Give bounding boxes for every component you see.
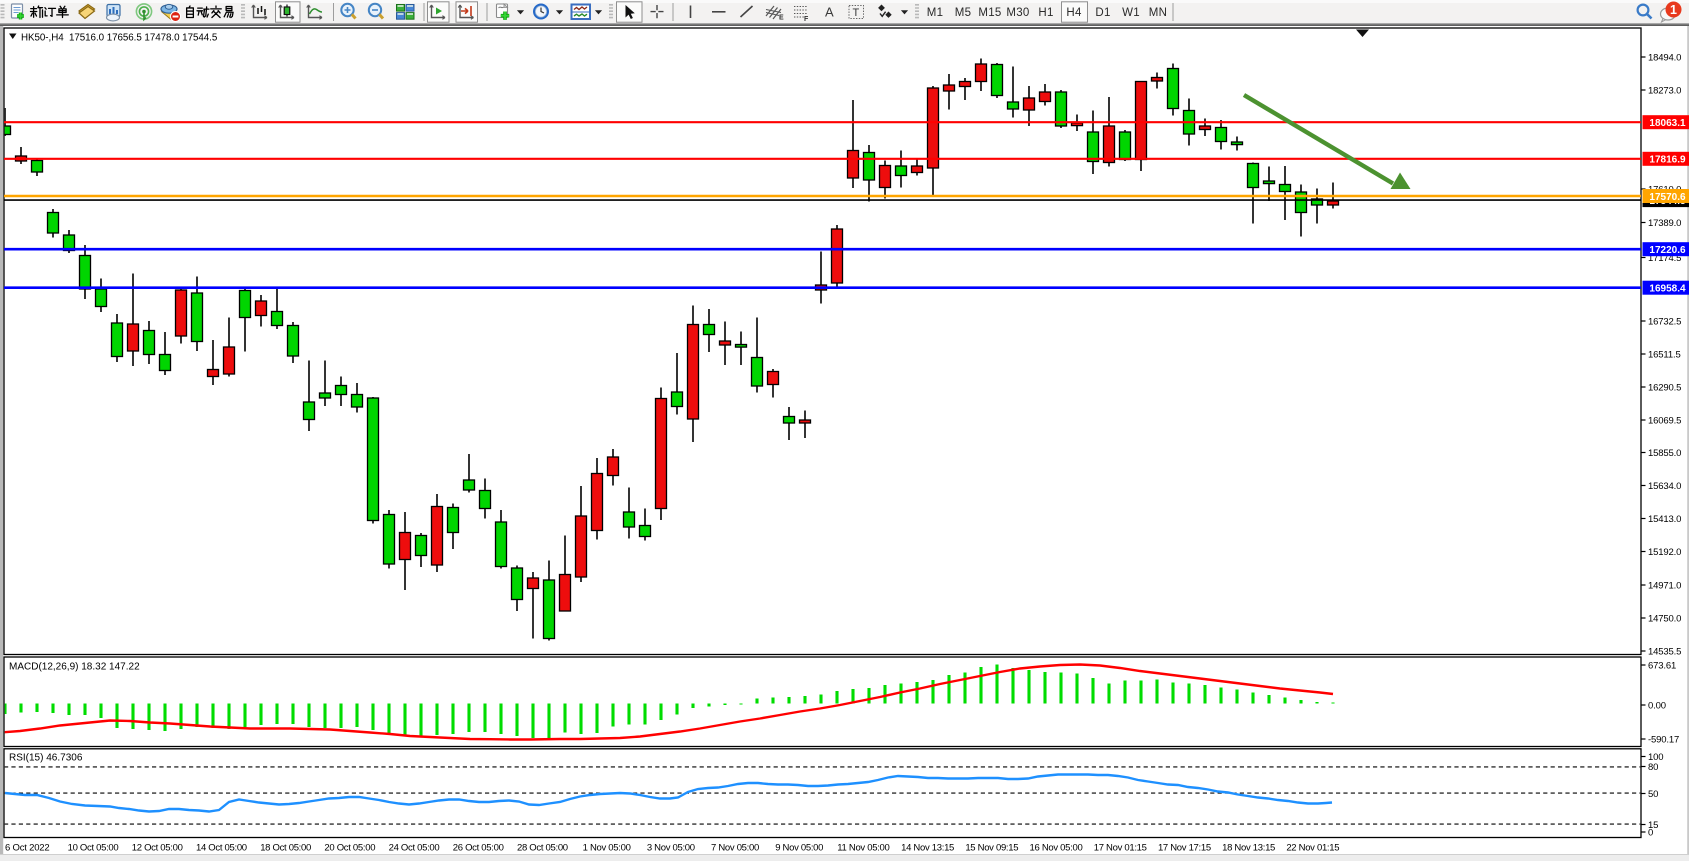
svg-text:HK50-,H4 17516.0 17656.5 1747: HK50-,H4 17516.0 17656.5 17478.0 17544.5 <box>21 33 218 44</box>
svg-text:0.00: 0.00 <box>1648 701 1666 712</box>
svg-text:M30: M30 <box>1006 7 1029 19</box>
svg-text:H4: H4 <box>1066 7 1082 19</box>
svg-text:A: A <box>825 5 834 20</box>
svg-text:14 Nov 13:15: 14 Nov 13:15 <box>901 843 954 854</box>
svg-text:18494.0: 18494.0 <box>1648 53 1681 64</box>
svg-text:1: 1 <box>1670 3 1677 17</box>
svg-text:16958.4: 16958.4 <box>1649 284 1686 295</box>
svg-text:18273.0: 18273.0 <box>1648 86 1681 97</box>
svg-text:14535.5: 14535.5 <box>1648 647 1681 658</box>
svg-text:17 Nov 01:15: 17 Nov 01:15 <box>1094 843 1147 854</box>
svg-text:18 Nov 13:15: 18 Nov 13:15 <box>1222 843 1275 854</box>
svg-text:14971.0: 14971.0 <box>1648 581 1681 592</box>
svg-text:14750.0: 14750.0 <box>1648 614 1681 625</box>
svg-text:16 Nov 05:00: 16 Nov 05:00 <box>1030 843 1083 854</box>
svg-text:D1: D1 <box>1095 7 1110 19</box>
svg-text:15: 15 <box>1648 820 1658 831</box>
svg-text:16290.5: 16290.5 <box>1648 383 1681 394</box>
svg-text:14 Oct 05:00: 14 Oct 05:00 <box>196 843 247 854</box>
svg-text:1 Nov 05:00: 1 Nov 05:00 <box>583 843 631 854</box>
svg-text:17816.9: 17816.9 <box>1649 155 1686 166</box>
svg-text:M5: M5 <box>955 7 972 19</box>
svg-text:28 Oct 05:00: 28 Oct 05:00 <box>517 843 568 854</box>
svg-text:F: F <box>804 16 809 23</box>
svg-text:15192.0: 15192.0 <box>1648 547 1681 558</box>
svg-text:3 Nov 05:00: 3 Nov 05:00 <box>647 843 695 854</box>
svg-text:17389.0: 17389.0 <box>1648 218 1681 229</box>
svg-text:W1: W1 <box>1122 7 1140 19</box>
svg-text:7 Nov 05:00: 7 Nov 05:00 <box>711 843 759 854</box>
svg-text:0: 0 <box>1648 828 1653 839</box>
svg-text:11 Nov 05:00: 11 Nov 05:00 <box>837 843 889 854</box>
svg-text:22 Nov 01:15: 22 Nov 01:15 <box>1286 843 1339 854</box>
svg-text:17570.6: 17570.6 <box>1649 192 1686 203</box>
svg-text:15 Nov 09:15: 15 Nov 09:15 <box>965 843 1018 854</box>
svg-text:10 Oct 05:00: 10 Oct 05:00 <box>68 843 119 854</box>
svg-text:17 Nov 17:15: 17 Nov 17:15 <box>1158 843 1211 854</box>
svg-text:T: T <box>853 7 860 19</box>
svg-text:17220.6: 17220.6 <box>1649 245 1686 256</box>
svg-text:15413.0: 15413.0 <box>1648 514 1681 525</box>
svg-text:100: 100 <box>1648 752 1663 763</box>
svg-text:6 Oct 2022: 6 Oct 2022 <box>5 843 49 854</box>
svg-text:80: 80 <box>1648 762 1658 773</box>
svg-text:M15: M15 <box>978 7 1001 19</box>
svg-text:9 Nov 05:00: 9 Nov 05:00 <box>775 843 823 854</box>
svg-text:673.61: 673.61 <box>1648 661 1676 672</box>
svg-text:12 Oct 05:00: 12 Oct 05:00 <box>132 843 183 854</box>
svg-text:24 Oct 05:00: 24 Oct 05:00 <box>389 843 440 854</box>
svg-text:20 Oct 05:00: 20 Oct 05:00 <box>324 843 375 854</box>
svg-text:MACD(12,26,9) 18.32 147.22: MACD(12,26,9) 18.32 147.22 <box>9 662 140 673</box>
svg-text:17174.5: 17174.5 <box>1648 253 1681 264</box>
svg-text:16069.5: 16069.5 <box>1648 416 1681 427</box>
svg-text:MN: MN <box>1149 7 1168 19</box>
svg-text:18 Oct 05:00: 18 Oct 05:00 <box>260 843 311 854</box>
svg-text:-590.17: -590.17 <box>1648 735 1679 746</box>
svg-text:15855.0: 15855.0 <box>1648 448 1681 459</box>
svg-text:50: 50 <box>1648 789 1658 800</box>
svg-text:15634.0: 15634.0 <box>1648 481 1681 492</box>
svg-text:E: E <box>779 15 784 22</box>
svg-text:16511.5: 16511.5 <box>1648 350 1681 361</box>
svg-text:16732.5: 16732.5 <box>1648 317 1681 328</box>
svg-text:26 Oct 05:00: 26 Oct 05:00 <box>453 843 504 854</box>
svg-text:18063.1: 18063.1 <box>1649 118 1686 129</box>
svg-text:M1: M1 <box>927 7 944 19</box>
svg-text:H1: H1 <box>1038 7 1053 19</box>
svg-text:RSI(15) 46.7306: RSI(15) 46.7306 <box>9 753 83 764</box>
